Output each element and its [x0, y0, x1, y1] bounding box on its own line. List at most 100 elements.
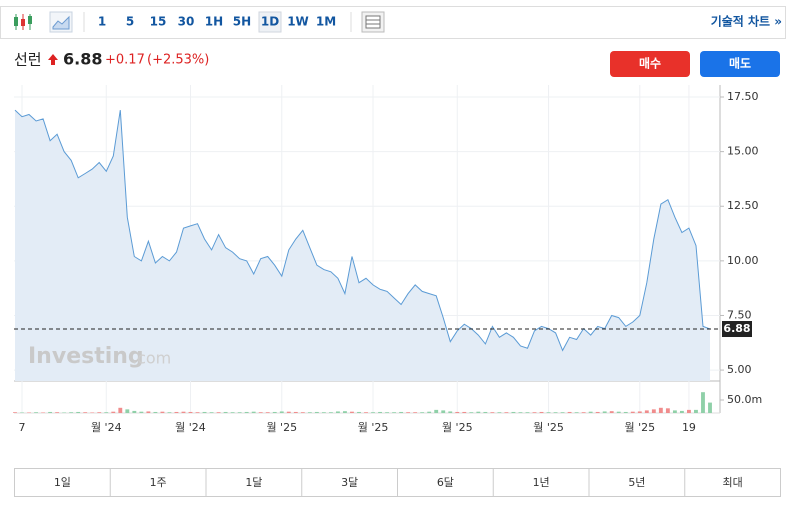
volume-bar	[672, 410, 677, 413]
range-button[interactable]: 1일	[54, 475, 71, 489]
volume-bar	[595, 411, 600, 413]
interval-button[interactable]: 1W	[287, 15, 309, 29]
interval-button[interactable]: 1H	[205, 15, 223, 29]
volume-bar	[630, 411, 635, 413]
interval-button[interactable]: 15	[150, 15, 167, 29]
table-icon[interactable]	[361, 11, 385, 33]
volume-bar	[462, 411, 467, 413]
volume-bar	[490, 412, 495, 413]
volume-bar	[286, 411, 291, 413]
volume-bar	[532, 412, 537, 413]
area-icon[interactable]	[49, 11, 73, 33]
volume-bar	[188, 411, 193, 413]
range-button[interactable]: 5년	[628, 476, 645, 489]
watermark: Investing	[28, 344, 144, 369]
volume-bar	[687, 409, 691, 413]
volume-bar	[511, 411, 516, 413]
x-tick-label: 월 '25	[266, 421, 297, 434]
volume-bar	[399, 411, 404, 413]
interval-active	[258, 11, 282, 33]
last-price-tag	[722, 321, 752, 338]
x-tick-label: 19	[682, 421, 696, 434]
x-tick-label: 월 '25	[533, 421, 564, 434]
range-button[interactable]: 1달	[245, 476, 262, 489]
last-price-label: 6.88	[723, 322, 750, 335]
volume-bar	[701, 392, 705, 413]
volume-bar	[27, 412, 31, 413]
range-button[interactable]: 최대	[723, 476, 743, 489]
volume-bar	[314, 411, 319, 413]
volume-bar	[364, 412, 368, 413]
y-tick-label: 7.50	[727, 308, 752, 321]
interval-button[interactable]: 5H	[233, 15, 251, 29]
volume-bar	[553, 412, 558, 413]
volume-bar	[293, 411, 298, 413]
technical-chart-link[interactable]: 기술적 차트 »	[711, 14, 782, 29]
volume-bar	[581, 412, 586, 413]
volume-bar	[708, 402, 712, 413]
volume-bar	[560, 412, 565, 413]
volume-bar	[167, 412, 172, 413]
volume-bar	[623, 411, 628, 413]
range-button[interactable]: 6달	[437, 476, 454, 489]
candle-icon[interactable]	[14, 14, 32, 30]
volume-bar	[97, 412, 102, 413]
volume-bar	[13, 412, 17, 413]
volume-bar	[609, 411, 614, 413]
watermark-suffix: .com	[132, 349, 171, 368]
volume-bar	[694, 409, 698, 413]
volume-bar	[90, 412, 95, 413]
volume-bar	[146, 411, 151, 413]
interval-button[interactable]: 1	[98, 15, 106, 29]
volume-bar	[76, 411, 81, 413]
volume-bar	[637, 411, 642, 413]
y2-tick-label: 50.0m	[727, 393, 762, 406]
volume-bar	[230, 412, 235, 413]
price-area	[15, 110, 710, 381]
volume-bar	[216, 412, 221, 413]
buy-button[interactable]	[610, 51, 690, 77]
range-button[interactable]: 3달	[341, 476, 358, 489]
volume-bar	[244, 411, 249, 413]
volume-bar	[202, 411, 207, 413]
volume-bar	[104, 412, 109, 413]
y-tick-label: 5.00	[727, 363, 752, 376]
volume-bar	[335, 411, 340, 413]
range-button[interactable]: 1년	[533, 476, 550, 489]
volume-bar	[272, 411, 277, 413]
change: +0.17	[105, 53, 145, 68]
volume-bar	[616, 411, 621, 413]
volume-bar	[441, 410, 446, 413]
x-tick-label: 월 '25	[624, 421, 655, 434]
y-tick-label: 17.50	[727, 90, 759, 103]
sell-button[interactable]	[700, 51, 780, 77]
range-button[interactable]: 1주	[150, 476, 167, 489]
volume-bar	[525, 412, 530, 413]
volume-bar	[265, 412, 270, 413]
interval-button[interactable]: 30	[178, 15, 195, 29]
sell-label[interactable]: 매도	[729, 56, 751, 71]
volume-bar	[20, 412, 24, 413]
interval-button[interactable]: 5	[126, 15, 134, 29]
volume-bar	[406, 412, 411, 413]
volume-bar	[279, 411, 284, 413]
volume-bar	[118, 407, 123, 413]
volume-bar	[62, 412, 67, 413]
volume-bar	[160, 411, 165, 413]
buy-label[interactable]: 매수	[639, 56, 661, 71]
volume-bar	[195, 412, 200, 413]
volume-bar	[385, 412, 390, 413]
volume-bar	[111, 411, 116, 413]
instrument-name: 선런	[14, 51, 42, 69]
volume-bar	[455, 411, 460, 413]
volume-bar	[665, 408, 670, 413]
interval-button[interactable]: 1M	[316, 15, 336, 29]
volume-bar	[132, 410, 137, 413]
x-tick-label: 7	[19, 421, 26, 434]
volume-bar	[476, 411, 481, 413]
y-tick-label: 15.00	[727, 145, 759, 158]
x-tick-label: 월 '24	[91, 421, 122, 434]
interval-button[interactable]: 1D	[261, 15, 279, 29]
volume-bar	[328, 412, 333, 413]
